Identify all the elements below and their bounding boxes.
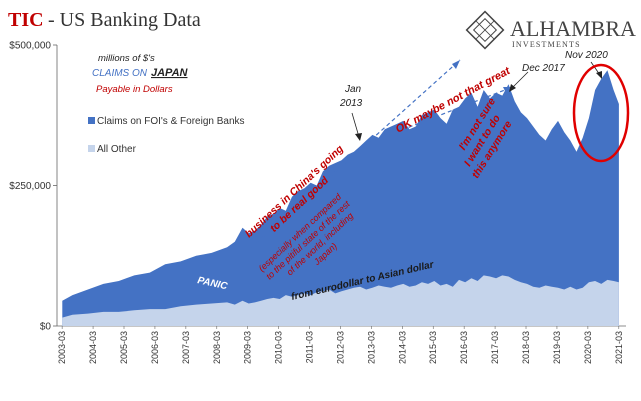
annotation-nov2020: Nov 2020 bbox=[565, 50, 608, 61]
x-tick-label: 2004-03 bbox=[88, 331, 98, 364]
legend-swatch-claims bbox=[88, 117, 95, 124]
x-tick-label: 2011-03 bbox=[305, 331, 315, 363]
x-tick-label: 2020-03 bbox=[583, 331, 593, 364]
y-tick-label: $0 bbox=[40, 322, 52, 333]
annotation-dec2017: Dec 2017 bbox=[522, 63, 565, 74]
annotation-2013: 2013 bbox=[339, 98, 363, 109]
units-label: millions of $'s bbox=[98, 53, 155, 64]
japan-label: JAPAN bbox=[151, 67, 189, 79]
x-tick-label: 2003-03 bbox=[57, 331, 67, 364]
series-area-all-other bbox=[62, 275, 619, 326]
highlight-circle bbox=[572, 63, 630, 163]
logo-name: ALHAMBRA bbox=[510, 16, 636, 41]
claims-on-label: CLAIMS ON bbox=[92, 68, 148, 79]
legend-label-all-other: All Other bbox=[97, 144, 137, 155]
x-tick-label: 2017-03 bbox=[490, 331, 500, 364]
series-area-claims-on-fois bbox=[62, 70, 619, 326]
x-tick-label: 2005-03 bbox=[119, 331, 129, 364]
y-tick-label: $500,000 bbox=[9, 41, 51, 52]
x-axis: 2003-03 2004-03 2005-03 2006-03 2007-03 2008-… bbox=[57, 325, 626, 364]
alhambra-logo: ALHAMBRA INVESTMENTS bbox=[465, 10, 636, 50]
logo-subtitle: INVESTMENTS bbox=[512, 40, 581, 49]
x-tick-label: 2006-03 bbox=[150, 331, 160, 364]
x-tick-label: 2021-03 bbox=[614, 331, 624, 364]
chart-title: - US Banking Data bbox=[48, 9, 201, 31]
y-axis: $0 $250,000 $500,000 bbox=[9, 41, 58, 333]
x-tick-label: 2008-03 bbox=[212, 331, 222, 364]
x-tick-label: 2013-03 bbox=[366, 331, 376, 364]
x-tick-label: 2016-03 bbox=[459, 331, 469, 364]
x-tick-label: 2019-03 bbox=[552, 331, 562, 364]
x-tick-label: 2010-03 bbox=[274, 331, 284, 364]
x-tick-label: 2015-03 bbox=[428, 331, 438, 364]
legend: Claims on FOI's & Foreign Banks All Othe… bbox=[88, 116, 245, 155]
chart-title-prefix: TIC bbox=[8, 9, 44, 31]
legend-label-claims: Claims on FOI's & Foreign Banks bbox=[97, 116, 245, 127]
x-tick-label: 2007-03 bbox=[181, 331, 191, 364]
y-tick-label: $250,000 bbox=[9, 181, 51, 192]
annotation-jan: Jan bbox=[344, 84, 362, 95]
pointer-arrows bbox=[351, 61, 602, 141]
payable-label: Payable in Dollars bbox=[96, 84, 173, 95]
x-tick-label: 2018-03 bbox=[521, 331, 531, 364]
x-tick-label: 2009-03 bbox=[243, 331, 253, 364]
x-tick-label: 2012-03 bbox=[335, 331, 345, 364]
x-tick-label: 2014-03 bbox=[397, 331, 407, 364]
legend-swatch-all-other bbox=[88, 145, 95, 152]
trend-arrows bbox=[245, 59, 512, 253]
